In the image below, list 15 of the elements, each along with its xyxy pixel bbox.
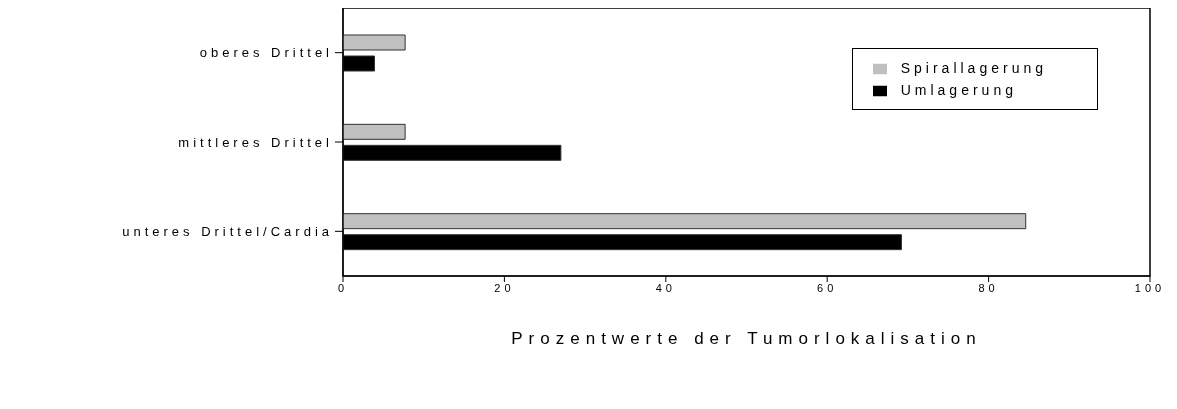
y-tick-label: mittleres Drittel — [178, 134, 333, 150]
y-tick-label: oberes Drittel — [199, 45, 333, 61]
bar — [343, 123, 406, 140]
y-tick-label: unteres Drittel/Cardia — [122, 223, 333, 239]
x-tick-label: 0 — [337, 281, 349, 294]
legend-label: Umlagerung — [900, 82, 1017, 98]
x-tick-label: 100 — [1134, 281, 1166, 294]
x-tick-label: 40 — [655, 281, 676, 294]
x-tick-label: 60 — [817, 281, 838, 294]
x-tick-label: 80 — [978, 281, 999, 294]
bar — [343, 34, 406, 51]
legend-label: Spirallagerung — [900, 60, 1047, 76]
x-axis-title: Prozentwerte der Tumorlokalisation — [511, 329, 982, 348]
bar — [343, 213, 1027, 230]
x-tick-label: 20 — [494, 281, 515, 294]
